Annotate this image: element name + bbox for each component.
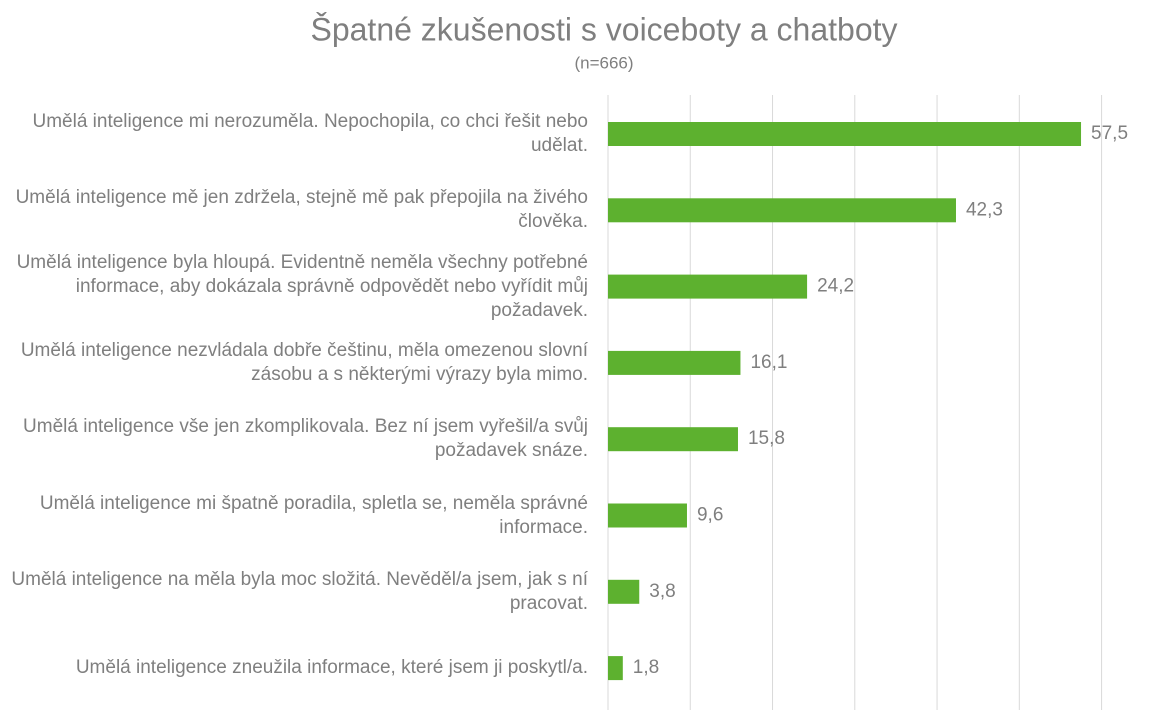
value-label: 57,5 bbox=[1091, 123, 1128, 144]
bar bbox=[608, 656, 623, 681]
bar bbox=[608, 274, 808, 299]
category-label: Umělá inteligence mi špatně poradila, sp… bbox=[39, 492, 588, 538]
bar bbox=[608, 427, 738, 452]
value-label: 16,1 bbox=[750, 352, 787, 373]
value-label: 9,6 bbox=[697, 505, 723, 526]
value-label: 42,3 bbox=[966, 199, 1003, 220]
bar bbox=[608, 198, 956, 223]
bar bbox=[608, 350, 741, 375]
value-label: 24,2 bbox=[817, 276, 854, 297]
bar bbox=[608, 503, 687, 528]
category-label: Umělá inteligence nezvládala dobře češti… bbox=[20, 339, 588, 385]
bar bbox=[608, 122, 1082, 146]
chart-title: Špatné zkušenosti s voiceboty a chatboty bbox=[310, 11, 897, 47]
category-label: Umělá inteligence byla hloupá. Evidentně… bbox=[16, 251, 588, 321]
category-label: Umělá inteligence mi nerozuměla. Nepocho… bbox=[32, 111, 588, 156]
bar bbox=[608, 579, 640, 604]
category-label: Umělá inteligence vše jen zkomplikovala.… bbox=[23, 416, 588, 462]
value-label: 3,8 bbox=[649, 581, 675, 602]
category-label: Umělá inteligence zneužila informace, kt… bbox=[75, 657, 588, 679]
value-label: 15,8 bbox=[748, 428, 785, 449]
category-label: Umělá inteligence mě jen zdržela, stejně… bbox=[15, 187, 588, 233]
value-label: 1,8 bbox=[633, 657, 659, 678]
chart-subtitle: (n=666) bbox=[574, 53, 633, 72]
category-label: Umělá inteligence na měla byla moc složi… bbox=[11, 568, 588, 614]
